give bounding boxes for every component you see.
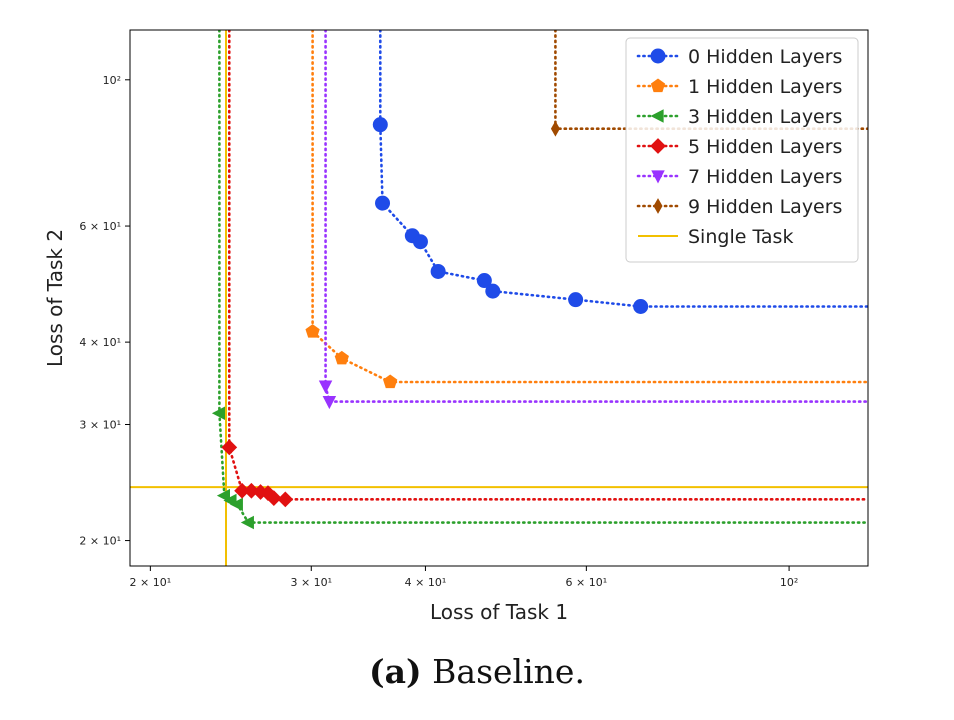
data-point-s1-2 (383, 374, 398, 389)
data-point-s3-2 (243, 482, 260, 499)
data-point-s4-0 (318, 380, 333, 394)
legend-marker-3 (650, 138, 666, 154)
x-tick-label-3: 6 × 10¹ (566, 576, 608, 589)
x-axis: 2 × 10¹ 3 × 10¹ 4 × 10¹ 6 × 10¹ 10² (130, 566, 798, 589)
data-point-s2-4 (240, 515, 254, 530)
data-point-s0-3 (412, 234, 428, 250)
legend-label-1: 1 Hidden Layers (688, 76, 842, 98)
caption-text: Baseline. (432, 652, 585, 691)
data-point-s0-6 (485, 283, 501, 299)
legend: 0 Hidden Layers 1 Hidden Layers 3 Hidden L… (625, 37, 859, 263)
plot-area (130, 30, 868, 566)
legend-label-4: 7 Hidden Layers (688, 166, 842, 188)
caption-label: (a) (369, 652, 422, 691)
plot-frame (129, 29, 869, 567)
data-point-s3-1 (234, 482, 250, 499)
y-tick-label-3: 6 × 10¹ (79, 220, 121, 233)
x-tick-label-1: 3 × 10¹ (290, 576, 332, 589)
y-tick-label-1: 3 × 10¹ (79, 418, 121, 431)
data-point-s2-0 (211, 406, 226, 421)
data-point-s5-0 (550, 120, 560, 137)
data-point-s1-0 (305, 324, 320, 338)
legend-label-6: Single Task (688, 226, 793, 248)
legend-marker-2 (650, 109, 664, 123)
x-axis-label: Loss of Task 1 (430, 600, 568, 624)
data-point-s2-3 (229, 497, 243, 512)
series-line-4 (324, 30, 868, 403)
x-tick-label-4: 10² (780, 576, 798, 589)
figure-caption: (a) Baseline. (0, 652, 954, 691)
data-point-s0-0 (372, 117, 388, 133)
y-tick-label-4: 10² (103, 74, 121, 87)
legend-marker-4 (651, 170, 665, 184)
y-axis-label: Loss of Task 2 (43, 229, 67, 367)
x-tick-label-0: 2 × 10¹ (130, 576, 172, 589)
legend-label-0: 0 Hidden Layers (688, 46, 842, 68)
pareto-chart: 2 × 10¹ 3 × 10¹ 4 × 10¹ 6 × 10¹ 10² 2 × 10¹ 3… (43, 29, 869, 624)
data-point-s0-5 (476, 273, 492, 289)
legend-label-5: 9 Hidden Layers (688, 196, 842, 218)
data-point-s0-4 (430, 263, 446, 279)
data-point-s0-8 (633, 299, 649, 315)
x-tick-label-2: 4 × 10¹ (405, 576, 447, 589)
legend-marker-5 (653, 198, 663, 214)
series-line-0 (379, 30, 868, 308)
data-point-s0-1 (375, 195, 391, 211)
data-point-s3-5 (265, 490, 282, 506)
y-axis: 2 × 10¹ 3 × 10¹ 4 × 10¹ 6 × 10¹ 10² (79, 74, 130, 548)
legend-box (625, 37, 859, 263)
legend-label-3: 5 Hidden Layers (688, 136, 842, 158)
legend-label-2: 3 Hidden Layers (688, 106, 842, 128)
y-tick-label-2: 4 × 10¹ (79, 336, 121, 349)
data-point-s3-0 (221, 439, 238, 456)
legend-marker-1 (650, 78, 666, 93)
data-point-s3-6 (277, 491, 294, 508)
y-tick-label-0: 2 × 10¹ (79, 535, 121, 548)
data-point-s0-7 (568, 292, 584, 308)
data-point-s1-1 (334, 350, 349, 365)
legend-marker-0 (650, 48, 666, 64)
data-point-s4-1 (322, 395, 337, 410)
